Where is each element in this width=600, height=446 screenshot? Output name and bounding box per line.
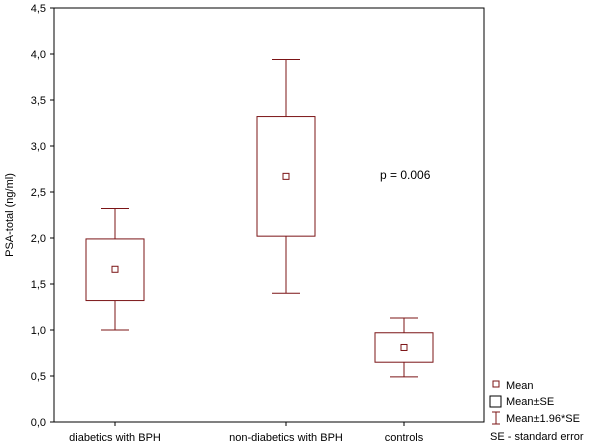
legend-mean-icon xyxy=(492,380,500,388)
x-tick-label: non-diabetics with BPH xyxy=(229,432,343,444)
y-tick-label: 4,0 xyxy=(31,49,46,61)
x-axis: diabetics with BPH non-diabetics with BPH… xyxy=(69,422,424,444)
y-axis: 0,0 0,5 1,0 1,5 2,0 2,5 3,0 3,5 4,0 4,5 xyxy=(31,3,54,429)
y-tick-label: 0,5 xyxy=(31,371,46,383)
y-tick-label: 3,0 xyxy=(31,141,46,153)
legend-mean-label: Mean xyxy=(506,380,534,392)
legend-ci-label: Mean±1.96*SE xyxy=(506,413,580,425)
y-tick-label: 4,5 xyxy=(31,3,46,15)
mean-marker xyxy=(400,343,408,351)
y-tick-label: 1,0 xyxy=(31,325,46,337)
mean-marker xyxy=(111,265,119,273)
x-tick-label: controls xyxy=(385,432,424,444)
y-tick-label: 2,0 xyxy=(31,233,46,245)
legend: Mean Mean±SE Mean±1.96*SE SE - standard err… xyxy=(489,380,584,443)
x-tick-label: diabetics with BPH xyxy=(69,432,161,444)
plot-frame xyxy=(53,7,485,423)
legend-se-label: Mean±SE xyxy=(506,396,554,408)
box-series xyxy=(85,59,434,378)
y-tick-label: 3,5 xyxy=(31,95,46,107)
y-tick-label: 0,0 xyxy=(31,417,46,429)
y-tick-label: 2,5 xyxy=(31,187,46,199)
y-axis-title: PSA-total (ng/ml) xyxy=(4,173,16,257)
y-tick-label: 1,5 xyxy=(31,279,46,291)
mean-marker xyxy=(282,172,290,180)
legend-se-icon xyxy=(489,395,502,408)
p-value-annotation: p = 0.006 xyxy=(380,168,431,182)
legend-se-note: SE - standard error xyxy=(490,431,584,443)
